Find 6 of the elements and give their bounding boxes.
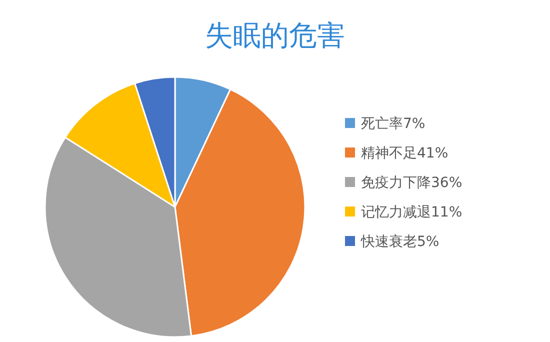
legend-label: 死亡率7%	[361, 116, 426, 132]
legend-label: 精神不足41%	[361, 146, 448, 162]
legend-label: 记忆力减退11%	[361, 204, 462, 220]
legend-label: 免疫力下降36%	[361, 175, 462, 191]
legend-label: 快速衰老5%	[360, 234, 440, 250]
chart-title: 失眠的危害	[205, 19, 345, 52]
